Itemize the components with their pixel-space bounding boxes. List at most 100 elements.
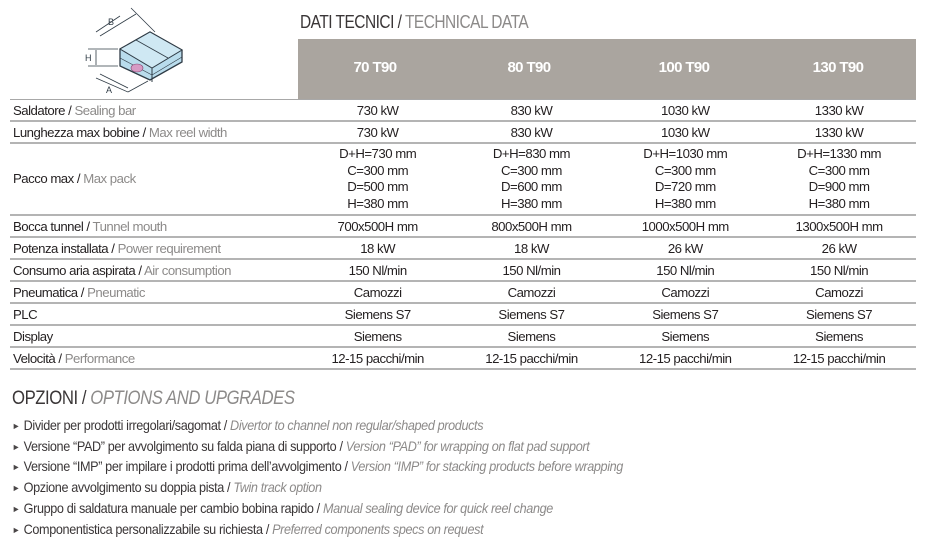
cell-line: D=900 mm (808, 179, 870, 194)
triangle-bullet-icon: ► (12, 462, 20, 473)
row-label: Pneumatica / Pneumatic (10, 281, 301, 304)
cell-line: D=720 mm (654, 179, 716, 194)
cell: 1330 kW (762, 121, 916, 144)
table-row: PLC Siemens S7 Siemens S7 Siemens S7 Sie… (10, 303, 916, 326)
list-item: ► Gruppo di saldatura manuale per cambio … (12, 499, 623, 520)
row-label-en: Pneumatic (87, 284, 145, 300)
cell-line: C=300 mm (347, 162, 409, 178)
cell-line: D=500 mm (347, 179, 409, 194)
cell: Siemens S7 (300, 303, 455, 326)
cell-line: D+H=1330 mm (797, 146, 882, 161)
cell: Camozzi (300, 281, 455, 304)
cell: 800x500H mm (454, 215, 609, 238)
technical-data-table: Saldatore / Sealing bar 730 kW 830 kW 10… (10, 100, 916, 370)
option-en: Version “PAD” for wrapping on flat pad s… (345, 438, 590, 454)
cell: 1030 kW (608, 100, 763, 122)
options-title-it: OPZIONI / (12, 388, 91, 409)
row-label-it: Pneumatica / (13, 284, 88, 300)
table-row: Lunghezza max bobine / Max reel width 73… (10, 121, 916, 144)
triangle-bullet-icon: ► (12, 503, 20, 514)
cell: 830 kW (454, 121, 609, 144)
cell: 26 kW (762, 237, 916, 260)
triangle-bullet-icon: ► (12, 483, 20, 494)
cell-line: H=380 mm (654, 195, 716, 211)
option-en: Preferred components specs on request (272, 521, 484, 537)
row-label-en: Tunnel mouth (92, 218, 168, 234)
cell-line: D=600 mm (501, 179, 562, 194)
table-row: Consumo aria aspirata / Air consumption … (10, 259, 916, 282)
cell: 1300x500H mm (762, 215, 916, 238)
cell: 730 kW (300, 121, 455, 144)
table-row: Saldatore / Sealing bar 730 kW 830 kW 10… (10, 100, 916, 122)
cell: 150 Nl/min (300, 259, 455, 282)
row-label-it: Saldatore / (13, 102, 75, 118)
cell: 1330 kW (762, 100, 916, 122)
column-header: 130 T90 (812, 59, 864, 76)
row-label: Bocca tunnel / Tunnel mouth (10, 215, 301, 238)
option-it: Opzione avvolgimento su doppia pista / (23, 480, 234, 496)
column-header: 100 T90 (658, 59, 710, 76)
list-item: ► Versione “PAD” per avvolgimento su fald… (12, 437, 623, 458)
row-label: PLC (10, 303, 301, 326)
option-it: Componentistica personalizzabile su rich… (23, 521, 273, 537)
table-row: Velocità / Performance 12-15 pacchi/min … (10, 347, 916, 370)
option-en: Divertor to channel non regular/shaped p… (230, 418, 484, 433)
cell: 730 kW (300, 100, 455, 122)
table-row: Bocca tunnel / Tunnel mouth 700x500H mm … (10, 215, 916, 238)
row-label-en: Power requirement (117, 240, 221, 256)
cell: 12-15 pacchi/min (762, 347, 916, 370)
option-it: Versione “PAD” per avvolgimento su falda… (23, 438, 346, 454)
cell-line: D+H=730 mm (339, 146, 417, 161)
table-row: Potenza installata / Power requirement 1… (10, 237, 916, 260)
options-title-en: OPTIONS AND UPGRADES (90, 388, 295, 409)
row-label-it: Potenza installata / (13, 240, 118, 256)
column-header: 80 T90 (507, 59, 551, 76)
cell: Siemens (300, 325, 455, 348)
cell: Camozzi (608, 281, 763, 304)
cell-line: C=300 mm (501, 162, 562, 178)
row-label-en: Air consumption (143, 262, 232, 278)
option-it: Gruppo di saldatura manuale per cambio b… (23, 500, 323, 516)
table-top-rule (10, 99, 916, 100)
cell: 830 kW (454, 100, 609, 122)
cell: D+H=1330 mm C=300 mm D=900 mm H=380 mm (762, 143, 916, 216)
table-row: Display Siemens Siemens Siemens Siemens (10, 325, 916, 348)
option-it: Versione “IMP” per impilare i prodotti p… (23, 459, 351, 475)
cell: Siemens S7 (608, 303, 763, 326)
cell-line: D+H=1030 mm (643, 146, 728, 161)
cell: Siemens (762, 325, 916, 348)
row-label-it: Velocità / (13, 350, 65, 366)
cell: Camozzi (454, 281, 609, 304)
option-it: Divider per prodotti irregolari/sagomat … (23, 418, 231, 433)
row-label-it: Display (13, 328, 53, 344)
cell: 1030 kW (608, 121, 763, 144)
row-label: Consumo aria aspirata / Air consumption (10, 259, 301, 282)
model-header-band: 70 T90 80 T90 100 T90 130 T90 (298, 39, 916, 99)
options-title: OPZIONI / OPTIONS AND UPGRADES (12, 388, 295, 410)
row-label-en: Max reel width (148, 124, 228, 140)
row-label-it: PLC (13, 306, 38, 322)
cell-line: C=300 mm (654, 162, 716, 178)
cell: 150 Nl/min (608, 259, 763, 282)
list-item: ► Versione “IMP” per impilare i prodotti … (12, 457, 623, 478)
cell: 150 Nl/min (762, 259, 916, 282)
cell: 1000x500H mm (608, 215, 763, 238)
section-title-en: TECHNICAL DATA (404, 12, 529, 32)
row-label-it: Lunghezza max bobine / (13, 124, 149, 140)
cell: 150 Nl/min (454, 259, 609, 282)
cell: D+H=1030 mm C=300 mm D=720 mm H=380 mm (608, 143, 763, 216)
list-item: ► Divider per prodotti irregolari/sagomat… (12, 416, 623, 437)
cell: D+H=730 mm C=300 mm D=500 mm H=380 mm (300, 143, 455, 216)
option-en: Version “IMP” for stacking products befo… (350, 459, 624, 475)
row-label: Display (10, 325, 301, 348)
cell: 12-15 pacchi/min (608, 347, 763, 370)
pack-dimension-diagram-icon: B H A (85, 7, 183, 94)
cell: 12-15 pacchi/min (454, 347, 609, 370)
triangle-bullet-icon: ► (12, 524, 20, 535)
cell: Siemens (454, 325, 609, 348)
list-item: ► Opzione avvolgimento su doppia pista / … (12, 478, 623, 499)
triangle-bullet-icon: ► (12, 441, 20, 452)
row-label-en: Max pack (83, 170, 136, 186)
cell-line: H=380 mm (808, 195, 870, 211)
row-label: Lunghezza max bobine / Max reel width (10, 121, 301, 144)
